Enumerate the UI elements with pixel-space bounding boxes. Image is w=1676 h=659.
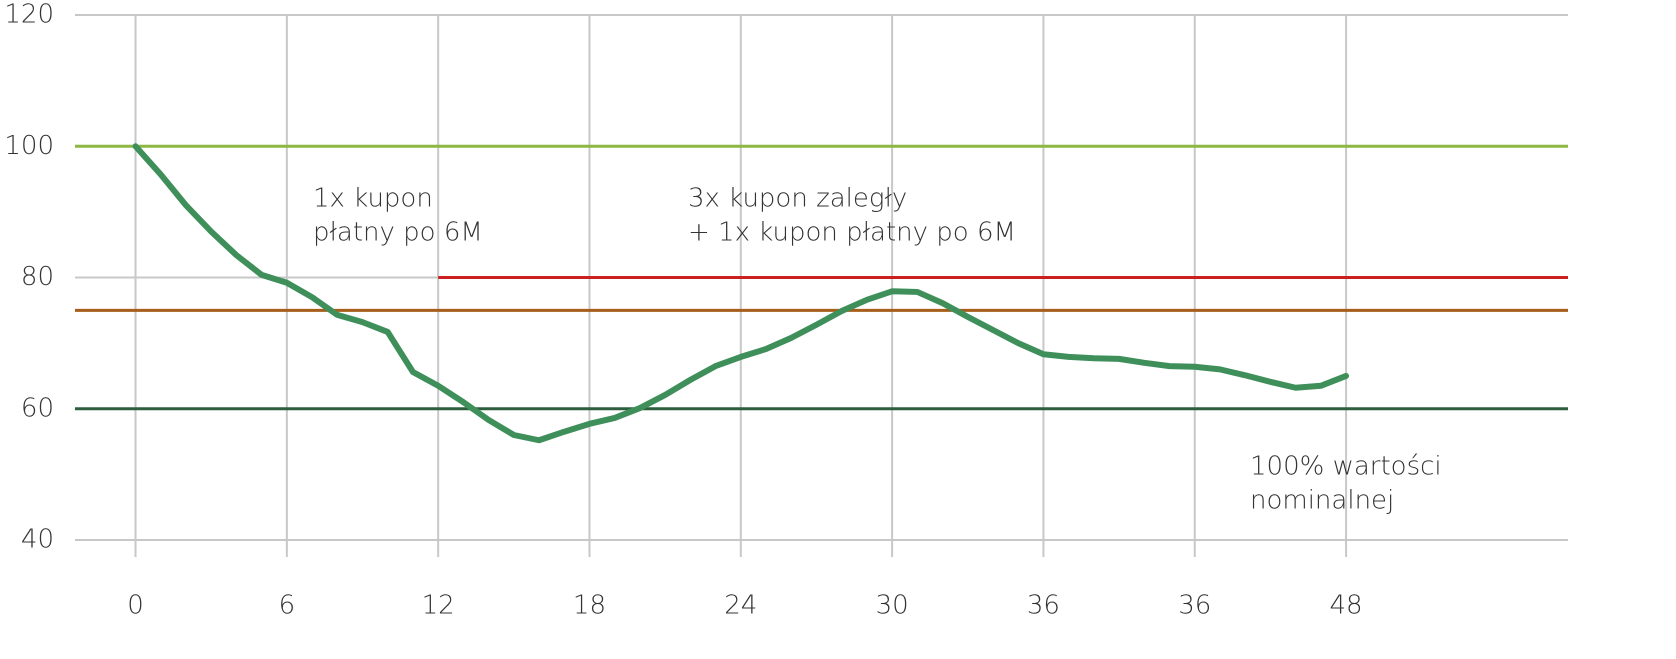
annotation: nominalnej	[1250, 486, 1394, 516]
annotation: + 1x kupon płatny po 6M	[688, 218, 1016, 248]
x-tick-label: 48	[1330, 591, 1363, 621]
x-tick-label: 0	[127, 591, 144, 621]
y-tick-label: 100	[4, 131, 54, 161]
annotation: płatny po 6M	[313, 218, 483, 248]
annotation: 100% wartości	[1250, 452, 1442, 482]
x-tick-label: 12	[422, 591, 455, 621]
annotation: 3x kupon zaległy	[688, 184, 907, 214]
y-tick-label: 60	[21, 393, 54, 423]
x-tick-label: 30	[876, 591, 909, 621]
x-tick-label: 24	[724, 591, 757, 621]
x-tick-label: 18	[573, 591, 606, 621]
data-line	[132, 143, 1350, 444]
x-tick-label: 6	[279, 591, 296, 621]
y-tick-label: 80	[21, 262, 54, 292]
annotation: 1x kupon	[313, 184, 433, 214]
x-tick-label: 36	[1027, 591, 1060, 621]
y-tick-label: 120	[4, 0, 54, 30]
x-tick-label: 36	[1178, 591, 1211, 621]
y-tick-label: 40	[21, 525, 54, 555]
